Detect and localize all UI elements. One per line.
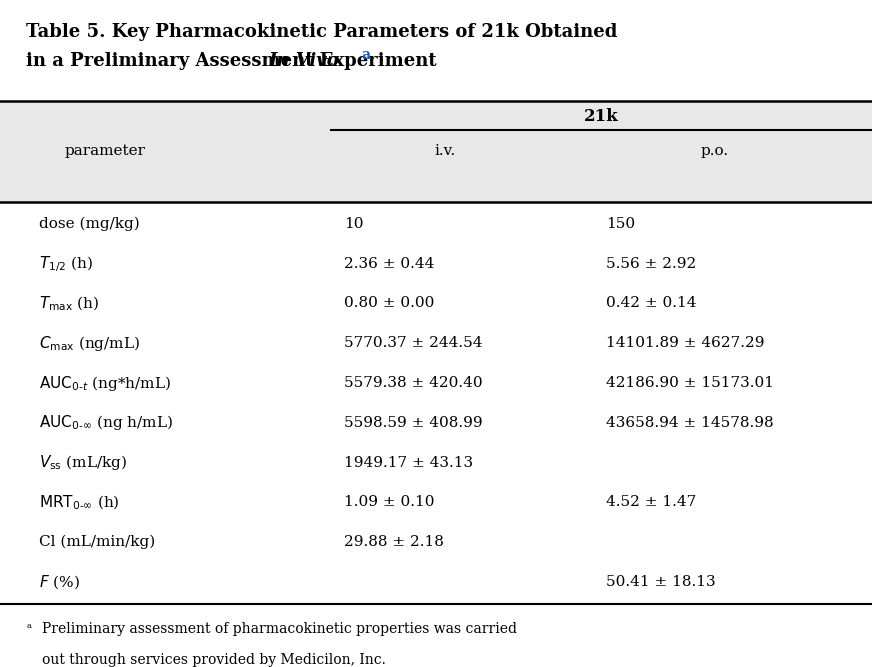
Text: $V_{\mathrm{ss}}$ (mL/kg): $V_{\mathrm{ss}}$ (mL/kg) xyxy=(39,453,127,472)
Text: $T_{1/2}$ (h): $T_{1/2}$ (h) xyxy=(39,253,93,273)
Text: in a Preliminary Assessment Experiment: in a Preliminary Assessment Experiment xyxy=(26,52,443,70)
Text: a: a xyxy=(361,47,370,61)
Text: 1949.17 ± 43.13: 1949.17 ± 43.13 xyxy=(344,456,473,470)
Text: 2.36 ± 0.44: 2.36 ± 0.44 xyxy=(344,257,435,271)
Text: Table 5. Key Pharmacokinetic Parameters of 21k Obtained: Table 5. Key Pharmacokinetic Parameters … xyxy=(26,23,617,41)
Text: 0.80 ± 0.00: 0.80 ± 0.00 xyxy=(344,296,435,310)
Text: 29.88 ± 2.18: 29.88 ± 2.18 xyxy=(344,535,445,549)
Text: 150: 150 xyxy=(606,217,635,231)
Text: 42186.90 ± 15173.01: 42186.90 ± 15173.01 xyxy=(606,376,774,390)
Text: ᵃ: ᵃ xyxy=(26,622,31,636)
Text: 14101.89 ± 4627.29: 14101.89 ± 4627.29 xyxy=(606,336,765,350)
Text: 5598.59 ± 408.99: 5598.59 ± 408.99 xyxy=(344,416,483,430)
Text: $\mathrm{MRT}_{0\text{-}\infty}$ (h): $\mathrm{MRT}_{0\text{-}\infty}$ (h) xyxy=(39,493,119,512)
Bar xyxy=(0,101,872,202)
Text: p.o.: p.o. xyxy=(701,144,729,158)
Text: Cl (mL/min/kg): Cl (mL/min/kg) xyxy=(39,535,155,550)
Text: out through services provided by Medicilon, Inc.: out through services provided by Medicil… xyxy=(42,653,385,667)
Text: 10: 10 xyxy=(344,217,364,231)
Text: $\mathrm{AUC}_{0\text{-}t}$ (ng*h/mL): $\mathrm{AUC}_{0\text{-}t}$ (ng*h/mL) xyxy=(39,374,171,392)
Text: $C_{\mathrm{max}}$ (ng/mL): $C_{\mathrm{max}}$ (ng/mL) xyxy=(39,334,140,353)
Text: 1.09 ± 0.10: 1.09 ± 0.10 xyxy=(344,496,435,510)
Text: 21k: 21k xyxy=(584,107,619,125)
Text: 50.41 ± 18.13: 50.41 ± 18.13 xyxy=(606,575,716,589)
Text: dose (mg/kg): dose (mg/kg) xyxy=(39,217,140,231)
Text: $\mathrm{AUC}_{0\text{-}\infty}$ (ng h/mL): $\mathrm{AUC}_{0\text{-}\infty}$ (ng h/m… xyxy=(39,414,174,432)
Text: parameter: parameter xyxy=(65,144,145,158)
Text: 0.42 ± 0.14: 0.42 ± 0.14 xyxy=(606,296,697,310)
Text: $F$ (%): $F$ (%) xyxy=(39,573,80,591)
Text: i.v.: i.v. xyxy=(434,144,455,158)
Text: 43658.94 ± 14578.98: 43658.94 ± 14578.98 xyxy=(606,416,773,430)
Text: Preliminary assessment of pharmacokinetic properties was carried: Preliminary assessment of pharmacokineti… xyxy=(42,622,517,636)
Text: $T_{\mathrm{max}}$ (h): $T_{\mathrm{max}}$ (h) xyxy=(39,294,99,313)
Text: 5579.38 ± 420.40: 5579.38 ± 420.40 xyxy=(344,376,483,390)
Text: 4.52 ± 1.47: 4.52 ± 1.47 xyxy=(606,496,696,510)
Text: In Vivo: In Vivo xyxy=(269,52,339,70)
Text: 5770.37 ± 244.54: 5770.37 ± 244.54 xyxy=(344,336,483,350)
Text: 5.56 ± 2.92: 5.56 ± 2.92 xyxy=(606,257,696,271)
